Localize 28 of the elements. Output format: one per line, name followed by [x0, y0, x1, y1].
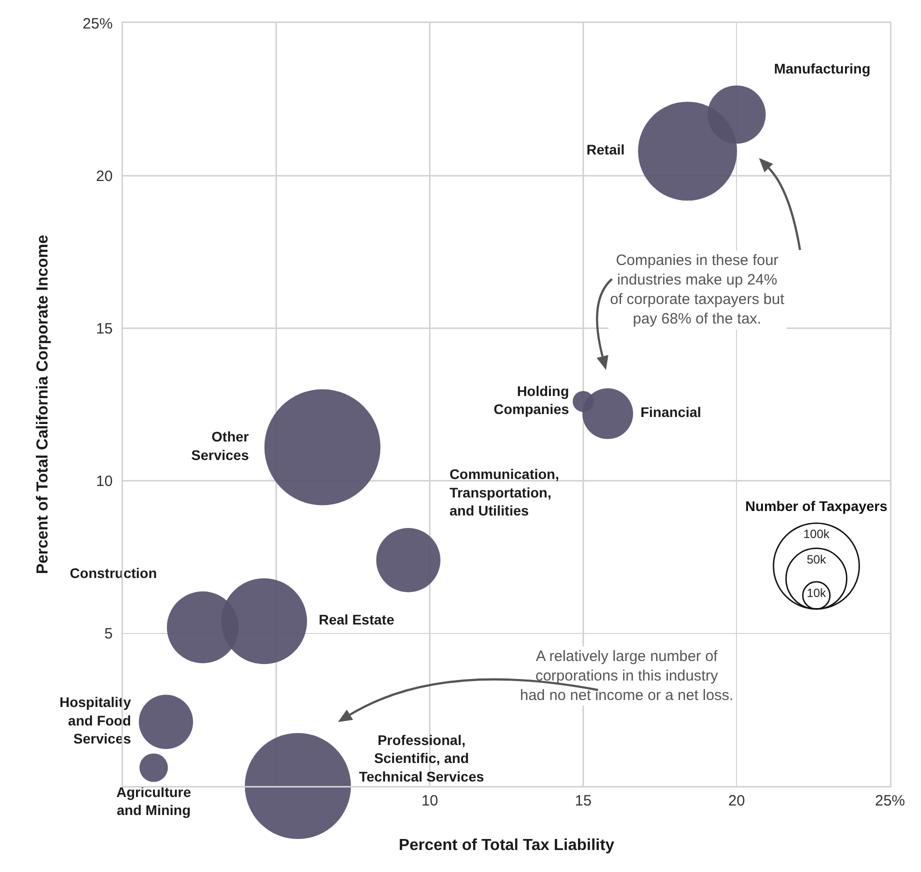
legend-label: 100k	[803, 527, 830, 542]
legend-label: 50k	[806, 552, 828, 566]
series-label: Agriculture and Mining	[116, 784, 192, 818]
x-tick-label: 20	[728, 792, 745, 810]
series-label: Other Services	[191, 428, 250, 463]
annotation: A relatively large number of corporations in this industry had no net income or a net loss.	[520, 648, 734, 704]
series-label: Manufacturing	[774, 60, 870, 77]
series-label: Hospitality and Food Services	[59, 694, 132, 747]
series-label: Real Estate	[318, 612, 394, 628]
y-axis-title: Percent of Total California Corporate Income	[34, 234, 52, 574]
y-tick-label: 5	[104, 626, 113, 643]
series-label: Financial	[640, 404, 702, 420]
x-axis-title: Percent of Total Tax Liability	[398, 836, 614, 854]
y-tick-label: 25%	[82, 15, 113, 32]
y-tick-label: 10	[96, 473, 113, 490]
series-label: Communication, Transportation, and Utilities	[449, 466, 560, 519]
text: Construction	[70, 564, 157, 581]
legend-label: 10k	[806, 586, 828, 600]
series-label: Retail	[586, 142, 625, 158]
x-tick-label: 25%	[874, 792, 906, 810]
series-label: Holding Companies	[494, 382, 570, 418]
x-tick-label: 10	[421, 792, 438, 810]
y-tick-label: 15	[96, 320, 113, 338]
legend-title: Number of Taxpayers	[745, 498, 888, 514]
series-label: Professional, Scientific, and Technical Services	[359, 732, 484, 784]
annotation: Companies in these four industries make up 24% of corporate taxpayers but pay 68% of the tax.	[610, 252, 786, 328]
x-tick-label: 15	[574, 792, 592, 810]
y-tick-label: 20	[96, 168, 113, 185]
